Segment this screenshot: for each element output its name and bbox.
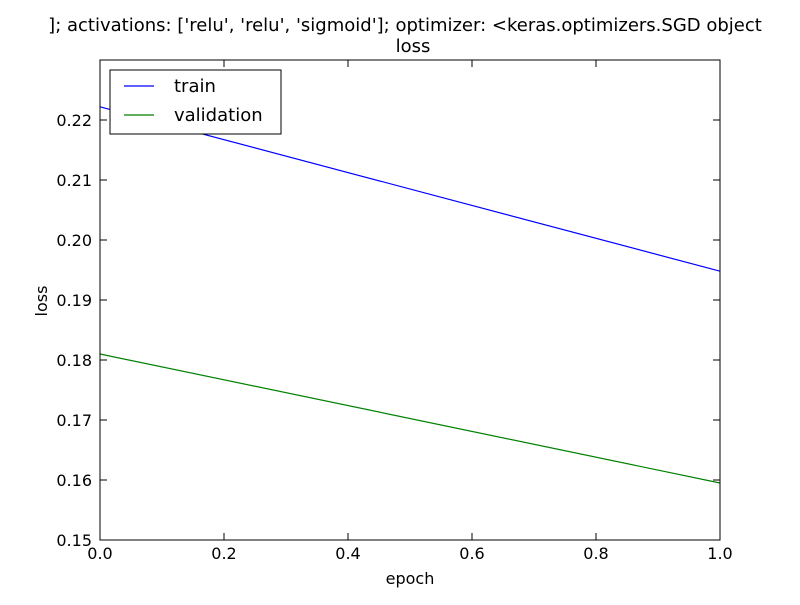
x-tick-label: 0.8 bbox=[583, 544, 608, 563]
x-tick-label: 0.0 bbox=[87, 544, 112, 563]
y-tick-label: 0.15 bbox=[56, 531, 92, 550]
y-tick-label: 0.21 bbox=[56, 171, 92, 190]
x-tick-label: 0.6 bbox=[459, 544, 484, 563]
y-tick-label: 0.18 bbox=[56, 351, 92, 370]
series-line-validation bbox=[99, 353, 721, 484]
x-axis-label: epoch bbox=[386, 569, 435, 588]
legend-label-validation: validation bbox=[174, 105, 263, 126]
legend-label-train: train bbox=[174, 76, 216, 97]
ticks-layer: 0.0 0.2 0.4 0.6 0.8 1.0 0.15 0.16 0.17 0.18 0.19 0.… bbox=[56, 60, 733, 563]
y-tick-label: 0.20 bbox=[56, 231, 92, 250]
chart-title-line1: ]; activations: ['relu', 'relu', 'sigmoi… bbox=[48, 15, 762, 36]
y-axis-label: loss bbox=[32, 286, 51, 317]
x-tick-label: 0.4 bbox=[335, 544, 360, 563]
x-tick-label: 0.2 bbox=[211, 544, 236, 563]
legend: train validation bbox=[109, 69, 282, 135]
y-tick-label: 0.19 bbox=[56, 291, 92, 310]
y-tick-label: 0.17 bbox=[56, 411, 92, 430]
plot-frame bbox=[99, 59, 721, 541]
y-tick-label: 0.22 bbox=[56, 111, 92, 130]
chart-title: loss bbox=[396, 36, 431, 57]
series-layer bbox=[99, 106, 721, 484]
legend-box bbox=[109, 69, 282, 135]
y-tick-label: 0.16 bbox=[56, 471, 92, 490]
x-tick-label: 1.0 bbox=[707, 544, 732, 563]
